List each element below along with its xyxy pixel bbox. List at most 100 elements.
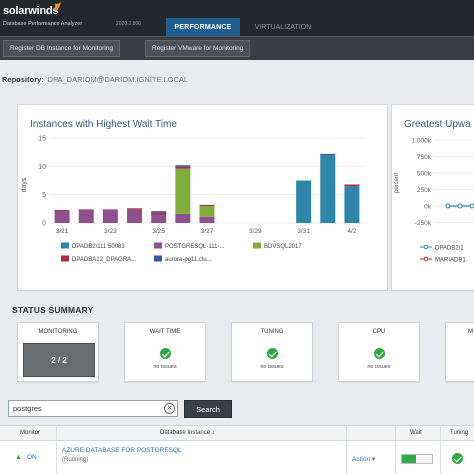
card-note: no issues (367, 364, 391, 370)
legend-label: DPADBA12_DPAGRA... (72, 257, 136, 263)
bar (78, 209, 94, 223)
x-tick-label: 3/31 (297, 228, 310, 235)
tuning-check-icon (452, 453, 463, 464)
data-point (457, 203, 463, 209)
repository-line: Repository: DPA_DARIOM@DARIOM.IGNITE.LOCA… (2, 75, 188, 84)
tab-virtualization[interactable]: VIRTUALIZATION (254, 23, 312, 31)
register-vmware-button[interactable]: Register VMware for Monitoring (145, 40, 251, 57)
x-tick-label: 3/27 (201, 228, 214, 235)
search-button[interactable]: Search (184, 400, 232, 418)
legend-label: DPADB2\111 50083 (72, 244, 125, 250)
data-point (469, 203, 474, 209)
monitor-status[interactable]: ON (27, 454, 37, 461)
wait-time-bar-chart: 0 5 10 15 days 3/21 3/23 3/25 3/27 3/29 3/31 4/2 DPA… (21, 136, 364, 263)
y-tick-label: 5 (42, 192, 46, 199)
status-card-wait-time[interactable]: WAIT TIME no issues (124, 322, 206, 382)
instance-name-link[interactable]: AZURE DATABASE FOR POSTGRESQL (62, 447, 182, 454)
wait-indicator-fill (402, 455, 416, 463)
column-divider (395, 426, 396, 474)
column-monitor[interactable]: Monitor (20, 430, 41, 436)
card-note: no issues (153, 364, 177, 370)
bar (175, 168, 191, 214)
chart-title: Instances with Highest Wait Time (30, 119, 177, 130)
y-tick-label: -250k (415, 220, 432, 227)
bar (344, 186, 360, 223)
y-tick-label: 0k (424, 204, 432, 211)
y-tick-label: 250k (417, 187, 432, 194)
bar (78, 209, 94, 210)
solarwinds-logo[interactable]: solarwinds (3, 5, 59, 17)
column-divider (440, 426, 441, 474)
y-tick-label: 10 (38, 164, 46, 171)
table-header: Monitor Database Instance ↓ Wait Tuning (0, 426, 474, 441)
register-db-instance-button[interactable]: Register DB Instance for Monitoring (3, 40, 120, 57)
data-point (445, 203, 451, 209)
bar (54, 210, 70, 223)
legend-swatch (154, 242, 162, 249)
card-title: M (468, 329, 473, 335)
check-icon (160, 348, 171, 359)
status-card-tuning[interactable]: TUNING no issues (231, 322, 313, 382)
flame-icon (53, 2, 61, 10)
y-tick-label: 15 (38, 136, 46, 143)
legend-label: MARIADB1 (435, 258, 466, 264)
status-card-cpu[interactable]: CPU no issues (338, 322, 420, 382)
column-divider (56, 426, 57, 474)
tab-performance[interactable]: PERFORMANCE (166, 18, 240, 36)
bar (199, 204, 215, 206)
y-tick-label: 750k (417, 154, 432, 161)
instances-table: Monitor Database Instance ↓ Wait Tuning … (0, 425, 474, 474)
card-title: WAIT TIME (149, 329, 181, 335)
card-title: TUNING (260, 329, 284, 335)
instance-status: (Running) (62, 457, 89, 463)
bar (151, 212, 167, 215)
product-version: 2020.2.800 (116, 21, 142, 27)
clear-search-icon[interactable]: ✕ (164, 403, 175, 414)
check-icon (374, 348, 385, 359)
y-tick-label: 500k (417, 171, 432, 178)
y-tick-label: 0 (42, 221, 46, 228)
bar (175, 213, 191, 223)
repository-label: Repository: (2, 75, 44, 84)
product-name: Database Performance Analyzer (3, 21, 83, 27)
x-tick-label: 4/2 (347, 228, 356, 235)
x-tick-label: 3/21 (56, 228, 69, 235)
x-tick-label: 3/23 (104, 228, 117, 235)
legend-swatch (61, 242, 69, 249)
legend-marker (423, 256, 429, 262)
check-icon (267, 348, 278, 359)
arrow-up-icon: ▲ (15, 454, 22, 461)
legend-marker (423, 244, 429, 250)
status-card-memory[interactable]: M (445, 322, 474, 382)
bar (127, 209, 143, 223)
bar (102, 209, 118, 223)
legend-label: BDVSQL2017 (264, 244, 302, 250)
status-card-monitoring[interactable]: MONITORING 2 / 2 (17, 322, 99, 382)
bar (344, 184, 360, 187)
column-database-instance[interactable]: Database Instance ↓ (160, 430, 215, 436)
bar (102, 209, 118, 210)
y-axis-label: percent (394, 173, 400, 193)
upward-trend-line-chart: 1,000k 750k 500k 250k 0k -250k percent DPADB2\1… (394, 138, 474, 264)
legend-label: POSTGRESQL-111-... (165, 244, 225, 250)
card-title: MONITORING (38, 329, 78, 335)
column-tuning[interactable]: Tuning (450, 430, 469, 436)
legend-label: aurora-pg11.clu... (165, 257, 212, 263)
card-note: no issues (260, 364, 284, 370)
top-bar: solarwinds Database Performance Analyzer… (0, 0, 474, 36)
bar (151, 214, 167, 223)
bar (296, 180, 312, 223)
legend-label: DPADB2\1 (435, 246, 464, 252)
column-divider (346, 426, 347, 474)
y-tick-label: 1,000k (411, 138, 431, 145)
upward-trend-chart-panel: Greatest Upwa 1,000k 750k 500k 250k 0k -250k p… (391, 104, 474, 291)
column-wait[interactable]: Wait (410, 430, 422, 436)
wait-indicator (401, 454, 433, 464)
legend-swatch (253, 242, 261, 249)
action-dropdown[interactable]: Action ▾ (352, 456, 376, 463)
bar (320, 155, 336, 223)
chart-title-right: Greatest Upwa (404, 119, 471, 130)
search-input[interactable]: postgres (8, 400, 178, 417)
card-title: CPU (372, 329, 386, 335)
y-axis-label: days (21, 177, 28, 192)
